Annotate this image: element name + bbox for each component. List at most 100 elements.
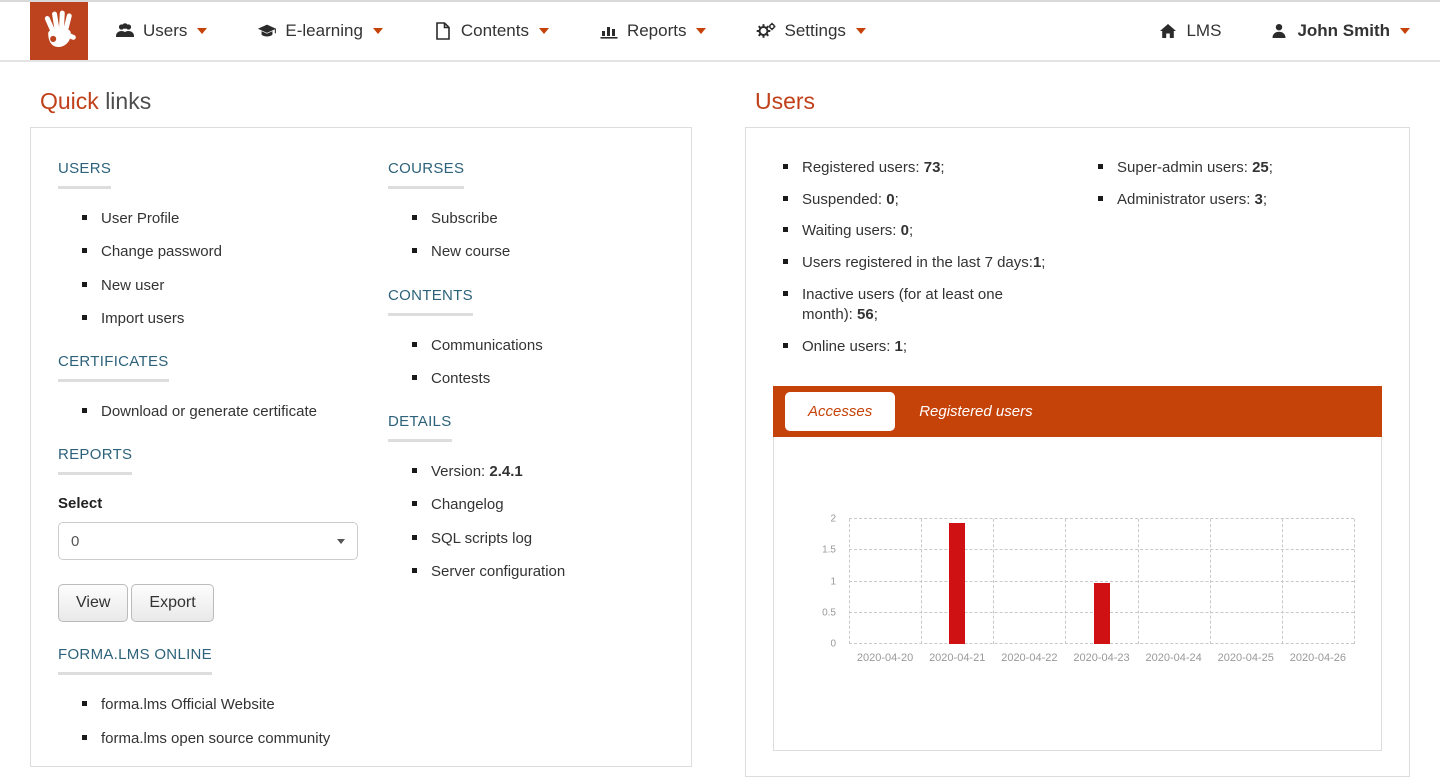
user-stats: Registered users: 73; Suspended: 0; Wait… — [746, 128, 1409, 386]
nav-contents-label: Contents — [460, 21, 529, 40]
hand-logo-icon — [41, 9, 77, 54]
y-tick-label: 0.5 — [822, 607, 836, 619]
quick-link[interactable]: Changelog — [412, 495, 664, 515]
section-certificates-heading: CERTIFICATES — [58, 353, 358, 382]
section-forma-online: FORMA.LMS ONLINE forma.lms Official Webs… — [58, 646, 358, 749]
chart-tabbar: Accesses Registered users — [773, 386, 1382, 437]
x-gridline — [1065, 519, 1067, 644]
graduation-cap-icon — [257, 21, 277, 41]
nav-users-label: Users — [143, 21, 188, 40]
square-bullet-icon — [412, 534, 417, 540]
x-tick-label: 2020-04-20 — [856, 652, 914, 664]
nav-users[interactable]: Users — [115, 21, 208, 41]
main-menu: Users E-learning Contents — [115, 21, 866, 41]
tab-accesses[interactable]: Accesses — [785, 392, 896, 431]
quick-link[interactable]: SQL scripts log — [412, 529, 664, 549]
chart-y-axis: 0 0.5 1 1.5 2 — [798, 514, 842, 650]
x-gridline — [993, 519, 995, 644]
bar-chart-icon — [599, 21, 619, 41]
view-button[interactable]: View — [58, 584, 129, 623]
square-bullet-icon — [783, 343, 788, 349]
section-details: DETAILS Version: 2.4.1 Changelog SQL scr… — [388, 413, 664, 582]
nav-elearning-label: E-learning — [285, 21, 363, 40]
section-contents: CONTENTS Communications Contests — [388, 287, 664, 390]
report-select-value: 0 — [71, 532, 80, 550]
quick-link[interactable]: New course — [412, 242, 664, 262]
chevron-down-icon — [855, 28, 866, 34]
square-bullet-icon — [412, 248, 417, 254]
quick-link[interactable]: Subscribe — [412, 209, 664, 229]
quick-link[interactable]: Change password — [82, 242, 358, 262]
chart-bar — [949, 522, 966, 644]
report-select[interactable]: 0 — [58, 522, 358, 561]
nav-settings-label: Settings — [784, 21, 846, 40]
square-bullet-icon — [783, 164, 788, 169]
quick-links-box: USERS User Profile Change password New u… — [30, 127, 692, 767]
section-users: USERS User Profile Change password New u… — [58, 160, 358, 329]
quick-link[interactable]: forma.lms open source community — [82, 729, 358, 749]
quick-link[interactable]: Contests — [412, 369, 664, 389]
user-stats-right: Super-admin users: 25; Administrator use… — [1098, 158, 1379, 369]
nav-lms-home[interactable]: LMS — [1158, 21, 1221, 41]
forma-online-links-list: forma.lms Official Website forma.lms ope… — [58, 695, 358, 749]
section-forma-online-heading: FORMA.LMS ONLINE — [58, 646, 358, 676]
square-bullet-icon — [82, 701, 87, 707]
section-details-heading: DETAILS — [388, 413, 664, 442]
stat-item: Registered users: 73; — [783, 158, 1098, 179]
quick-links-left-column: USERS User Profile Change password New u… — [58, 156, 358, 762]
quick-links-right-column: COURSES Subscribe New course CONTENTS Co… — [388, 156, 664, 762]
square-bullet-icon — [783, 259, 788, 265]
square-bullet-icon — [82, 281, 87, 287]
square-bullet-icon — [412, 468, 417, 473]
y-tick-label: 0 — [830, 638, 836, 650]
quick-link[interactable]: Import users — [82, 309, 358, 329]
square-bullet-icon — [1098, 164, 1103, 169]
quick-link[interactable]: User Profile — [82, 209, 358, 229]
y-gridline — [849, 580, 1354, 582]
export-button[interactable]: Export — [131, 584, 214, 623]
y-tick-label: 1 — [830, 576, 836, 587]
square-bullet-icon — [82, 248, 87, 254]
nav-reports[interactable]: Reports — [599, 21, 707, 41]
nav-settings[interactable]: Settings — [756, 21, 866, 41]
quick-link[interactable]: forma.lms Official Website — [82, 695, 358, 715]
gears-icon — [756, 21, 776, 41]
forma-lms-logo[interactable] — [30, 2, 88, 60]
report-select-label: Select — [58, 495, 103, 513]
chevron-down-icon — [538, 28, 549, 34]
courses-links-list: Subscribe New course — [388, 209, 664, 263]
section-users-heading: USERS — [58, 160, 358, 189]
quick-link[interactable]: Server configuration — [412, 562, 664, 582]
square-bullet-icon — [412, 341, 417, 347]
stat-item: Users registered in the last 7 days:1; — [783, 253, 1098, 274]
section-certificates: CERTIFICATES Download or generate certif… — [58, 353, 358, 422]
x-gridline — [1281, 519, 1283, 644]
square-bullet-icon — [783, 227, 788, 233]
square-bullet-icon — [412, 501, 417, 507]
users-box: Registered users: 73; Suspended: 0; Wait… — [745, 127, 1410, 777]
quick-link[interactable]: New user — [82, 276, 358, 296]
nav-user-account[interactable]: John Smith — [1269, 21, 1410, 41]
nav-contents[interactable]: Contents — [433, 21, 549, 41]
quick-link[interactable]: Version: 2.4.1 — [412, 462, 664, 482]
tab-registered-users[interactable]: Registered users — [919, 403, 1033, 420]
square-bullet-icon — [412, 567, 417, 573]
quick-link[interactable]: Download or generate certificate — [82, 402, 358, 422]
stat-item: Waiting users: 0; — [783, 221, 1098, 242]
square-bullet-icon — [412, 374, 417, 380]
chart-x-axis: 2020-04-20 2020-04-21 2020-04-22 2020-04-23… — [849, 652, 1354, 664]
navbar-right: LMS John Smith — [1158, 21, 1410, 41]
document-icon — [433, 21, 453, 41]
nav-lms-label: LMS — [1186, 21, 1222, 40]
certificates-links-list: Download or generate certificate — [58, 402, 358, 422]
stat-item: Super-admin users: 25; — [1098, 158, 1379, 179]
section-contents-heading: CONTENTS — [388, 287, 664, 316]
nav-username: John Smith — [1297, 21, 1390, 40]
quick-link[interactable]: Communications — [412, 336, 664, 356]
users-panel: Users Registered users: 73; Suspended: 0… — [745, 78, 1410, 777]
nav-elearning[interactable]: E-learning — [257, 21, 383, 41]
square-bullet-icon — [412, 215, 417, 220]
stat-item: Suspended: 0; — [783, 190, 1098, 211]
square-bullet-icon — [82, 314, 87, 320]
chart-plot — [849, 518, 1355, 644]
